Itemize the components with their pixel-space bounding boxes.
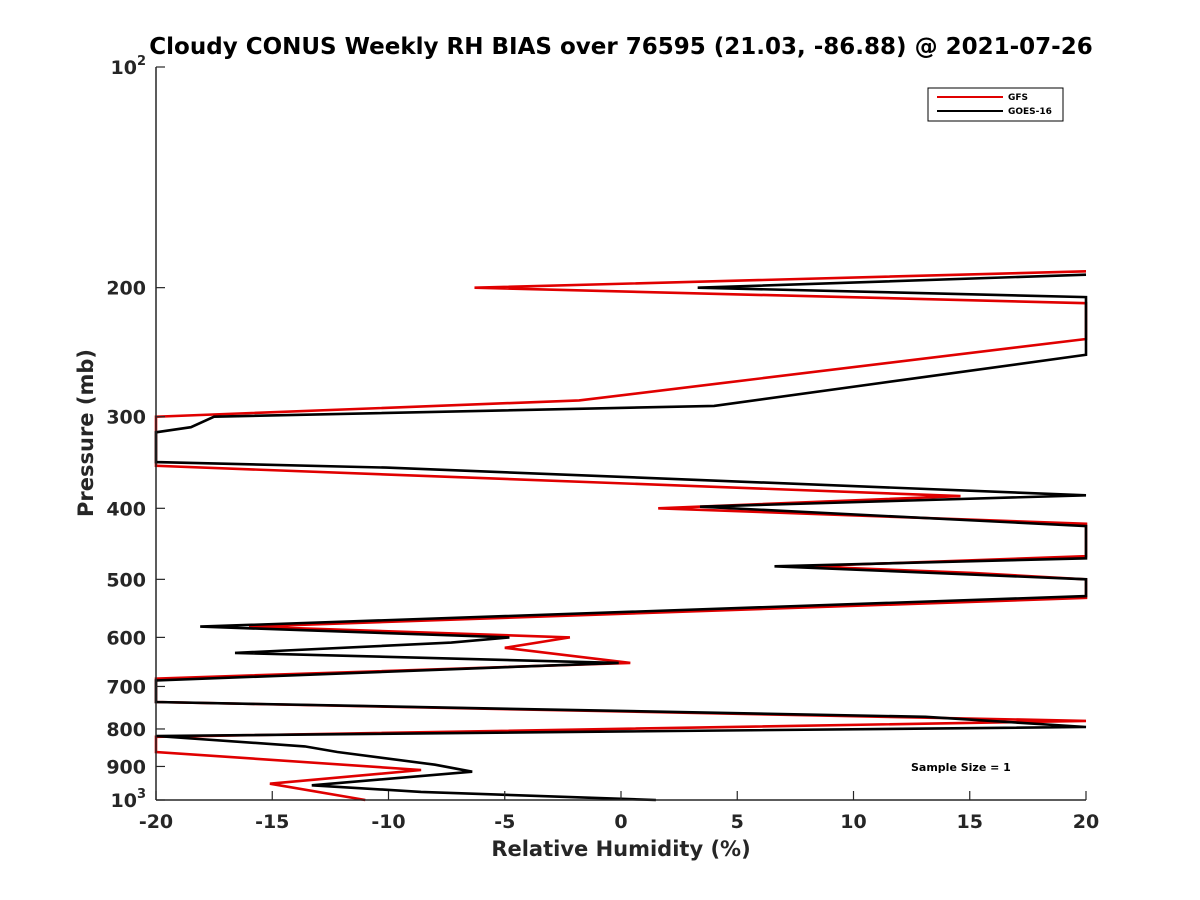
y-tick-label: 400	[106, 498, 146, 520]
x-tick-label: -5	[494, 811, 515, 833]
legend-box	[927, 87, 1064, 122]
y-tick-label: 600	[106, 627, 146, 649]
y-tick-label: 700	[106, 676, 146, 698]
y-tick-label: 800	[106, 719, 146, 741]
x-tick-label: 0	[614, 811, 627, 833]
x-axis-label: Relative Humidity (%)	[491, 837, 750, 861]
y-ticks: 200 300 400 500 600 700 800 900 102 103	[106, 54, 165, 812]
y-tick-label: 103	[111, 787, 147, 812]
plot-background	[156, 67, 1086, 800]
y-tick-label: 500	[106, 569, 146, 591]
sample-size-annotation: Sample Size = 1	[911, 761, 1011, 774]
y-axis-label: Pressure (mb)	[74, 349, 98, 517]
x-tick-label: -20	[139, 811, 173, 833]
legend: GFS GOES-16	[927, 87, 1064, 122]
x-ticks: -20 -15 -10 -5 0 5 10 15 20	[139, 791, 1099, 833]
x-tick-label: 15	[957, 811, 983, 833]
chart-title: Cloudy CONUS Weekly RH BIAS over 76595 (…	[149, 34, 1092, 60]
x-tick-label: -15	[255, 811, 289, 833]
y-tick-label: 300	[106, 407, 146, 429]
series-layer	[154, 270, 1088, 802]
x-tick-label: 20	[1073, 811, 1099, 833]
x-tick-label: 10	[840, 811, 866, 833]
y-tick-label: 102	[111, 54, 147, 79]
series-line-goes16	[154, 273, 1088, 802]
y-tick-label: 900	[106, 756, 146, 778]
x-tick-label: 5	[731, 811, 744, 833]
legend-label-goes16: GOES-16	[1008, 107, 1052, 117]
legend-label-gfs: GFS	[1008, 93, 1028, 103]
x-tick-label: -10	[371, 811, 405, 833]
y-tick-label: 200	[106, 278, 146, 300]
